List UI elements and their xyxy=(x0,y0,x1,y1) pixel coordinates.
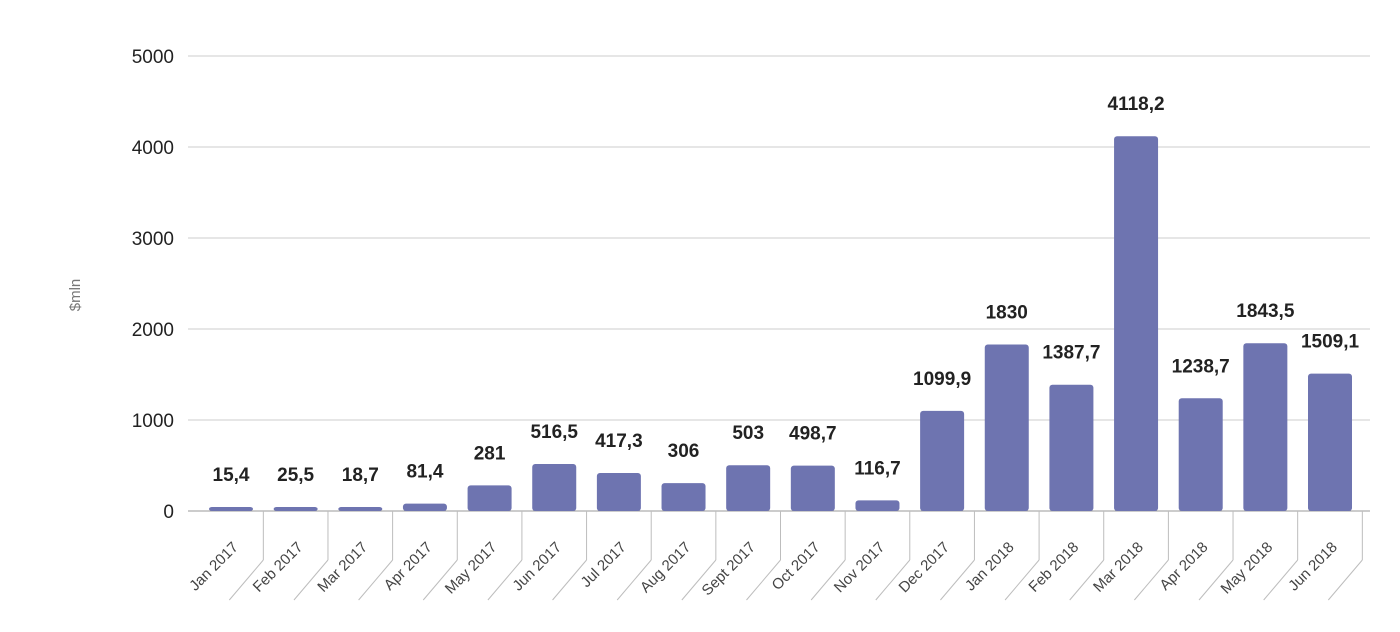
data-label: 1238,7 xyxy=(1172,356,1230,377)
x-tick-leader xyxy=(552,559,587,601)
bar xyxy=(467,485,512,511)
x-tick-label: Jun 2018 xyxy=(1285,539,1341,595)
x-tick-label: Nov 2017 xyxy=(831,539,888,596)
bar xyxy=(790,465,835,511)
x-tick-leader xyxy=(487,559,523,601)
data-label: 1509,1 xyxy=(1301,332,1360,353)
x-tick-leader xyxy=(875,559,911,601)
x-tick-label: Jan 2017 xyxy=(186,539,242,595)
x-tick-label: Dec 2017 xyxy=(896,539,953,596)
bars xyxy=(209,136,1352,511)
y-tick-label: 5000 xyxy=(132,47,174,68)
bar xyxy=(532,463,577,511)
x-tick-leader xyxy=(1327,559,1363,601)
x-axis-ticks: Jan 2017 Feb 2017 Mar 2017 Apr 2017 May 2017… xyxy=(186,511,1363,601)
bar xyxy=(984,344,1029,511)
bar xyxy=(1308,373,1352,511)
data-label: 417,3 xyxy=(595,431,643,452)
x-tick-label: Jan 2018 xyxy=(962,539,1018,595)
data-label: 498,7 xyxy=(789,424,837,445)
x-tick-label: Feb 2017 xyxy=(250,539,307,596)
y-tick-label: 3000 xyxy=(132,229,174,250)
x-tick-leader xyxy=(810,559,846,601)
x-tick-leader xyxy=(940,559,975,601)
x-tick-leader xyxy=(1069,559,1105,601)
data-labels: 15,4 25,5 18,7 81,4 281 516,5 417,3 306 503 498,7… xyxy=(213,94,1360,486)
x-tick-leader xyxy=(422,559,458,601)
x-tick-label: Aug 2017 xyxy=(637,539,694,596)
data-label: 116,7 xyxy=(854,458,901,479)
bar xyxy=(920,410,965,511)
x-tick-leader xyxy=(293,559,329,601)
data-label: 503 xyxy=(732,423,764,444)
x-tick-label: Mar 2018 xyxy=(1090,539,1147,596)
x-tick-label: Mar 2017 xyxy=(314,539,371,596)
gridlines xyxy=(188,55,1370,512)
y-tick-label: 1000 xyxy=(132,411,174,432)
x-tick-leader xyxy=(1263,559,1299,601)
x-tick-label: Oct 2017 xyxy=(769,539,824,594)
bar xyxy=(338,507,383,511)
bar xyxy=(402,503,447,511)
data-label: 1843,5 xyxy=(1236,301,1295,322)
y-axis-ticks: 0 1000 2000 3000 4000 5000 xyxy=(132,47,174,523)
x-tick-leader xyxy=(228,559,264,601)
bar xyxy=(273,507,318,511)
x-tick-leader xyxy=(1134,559,1169,601)
bar xyxy=(209,507,253,511)
y-tick-label: 0 xyxy=(163,502,174,523)
data-label: 1830 xyxy=(986,302,1028,323)
x-tick-label: Jul 2017 xyxy=(578,539,630,591)
x-tick-label: Feb 2018 xyxy=(1025,539,1082,596)
data-label: 25,5 xyxy=(277,465,314,486)
data-label: 1099,9 xyxy=(913,369,971,390)
x-tick-label: Apr 2018 xyxy=(1156,539,1211,594)
bar xyxy=(1243,343,1288,511)
data-label: 81,4 xyxy=(406,462,443,483)
x-tick-label: Jun 2017 xyxy=(509,539,565,595)
data-label: 15,4 xyxy=(213,465,250,486)
data-label: 281 xyxy=(474,443,506,464)
bar xyxy=(1049,384,1094,511)
bar xyxy=(726,465,771,511)
bar xyxy=(661,483,706,511)
data-label: 516,5 xyxy=(530,422,578,443)
x-tick-leader xyxy=(616,559,652,601)
y-tick-label: 2000 xyxy=(132,320,174,341)
y-tick-label: 4000 xyxy=(132,138,174,159)
bar xyxy=(1114,136,1159,511)
x-tick-leader xyxy=(1198,559,1234,601)
x-tick-label: Apr 2017 xyxy=(381,539,436,594)
x-tick-leader xyxy=(1004,559,1040,601)
x-tick-leader xyxy=(746,559,781,601)
data-label: 4118,2 xyxy=(1108,94,1165,115)
data-label: 306 xyxy=(668,441,700,462)
y-axis-label: $mln xyxy=(67,279,84,312)
data-label: 18,7 xyxy=(342,465,379,486)
bar xyxy=(1178,398,1223,511)
bar xyxy=(596,473,641,511)
x-tick-leader xyxy=(358,559,393,601)
data-label: 1387,7 xyxy=(1042,343,1100,364)
bar xyxy=(855,500,900,511)
x-tick-leader xyxy=(681,559,717,601)
